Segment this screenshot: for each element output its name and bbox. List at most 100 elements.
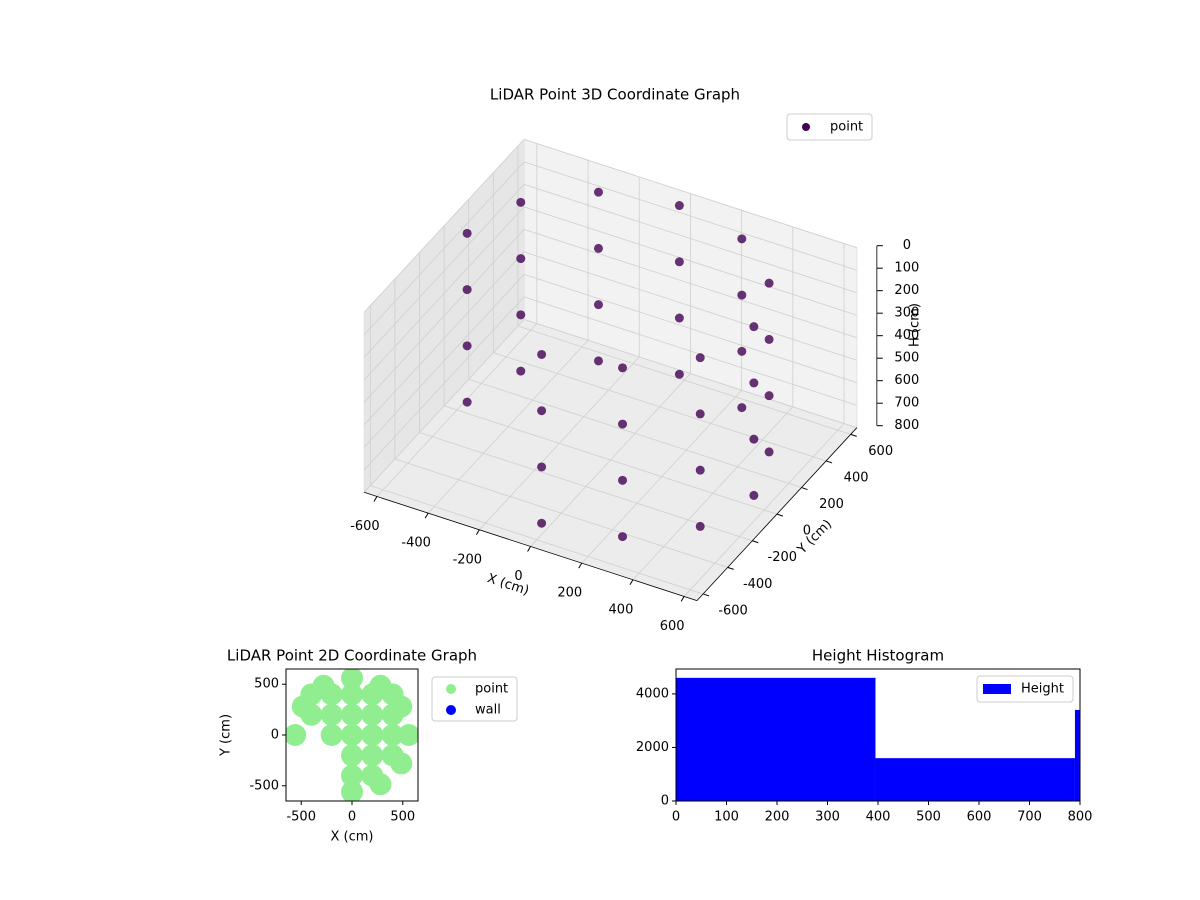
- z-axis-label: H (cm): [908, 303, 923, 347]
- z-tick-label: 500: [894, 351, 919, 366]
- point: [695, 521, 705, 531]
- x-tick-label: 400: [609, 602, 634, 617]
- point: [381, 683, 404, 706]
- grid-line: [363, 274, 525, 448]
- point: [618, 532, 628, 542]
- legend-marker: [802, 123, 810, 131]
- x-tick-label: 100: [714, 810, 739, 825]
- point: [516, 197, 526, 207]
- grid-line: [523, 274, 857, 384]
- legend-marker: [446, 684, 456, 694]
- y-tick-label: 500: [254, 677, 279, 692]
- z-tick-label: 0: [903, 238, 911, 253]
- point: [695, 353, 705, 363]
- point: [537, 349, 547, 359]
- y-tick-label: -500: [249, 778, 279, 793]
- point: [593, 300, 603, 310]
- point: [749, 434, 759, 444]
- legend-label: point: [830, 120, 863, 135]
- point: [749, 490, 759, 500]
- x-tick: [424, 512, 429, 519]
- grid-line: [523, 161, 857, 271]
- x-axis-line: [364, 491, 698, 601]
- chart-title: Height Histogram: [812, 647, 944, 665]
- grid-line: [370, 485, 704, 595]
- point: [361, 724, 384, 746]
- y-tick-label: -200: [768, 550, 798, 565]
- point: [462, 228, 472, 238]
- legend-box: [786, 113, 873, 141]
- x-tick-label: 800: [1068, 810, 1093, 825]
- x-tick-label: 0: [514, 569, 522, 584]
- point: [341, 744, 363, 767]
- x-tick-label: 200: [557, 586, 582, 601]
- grid-line: [523, 319, 857, 429]
- legend-label: point: [475, 682, 508, 697]
- x-tick-label: 0: [348, 810, 356, 825]
- y-tick-label: 2000: [636, 740, 669, 755]
- x-tick-label: 500: [390, 810, 415, 825]
- point: [749, 322, 759, 332]
- grid-line: [523, 229, 857, 339]
- x-tick: [475, 529, 480, 536]
- point: [320, 724, 343, 746]
- point: [381, 744, 404, 767]
- point: [593, 356, 603, 366]
- point: [674, 369, 684, 379]
- plot-area: [286, 669, 418, 801]
- y-axis-line: [696, 427, 858, 601]
- y-tick-label: 200: [819, 497, 844, 512]
- legend-marker: [446, 705, 456, 715]
- point: [341, 683, 363, 706]
- x-tick-label: 600: [660, 619, 685, 634]
- point: [618, 363, 628, 373]
- grid-line: [523, 184, 857, 294]
- point: [462, 341, 472, 351]
- grid-line: [517, 325, 851, 435]
- x-tick: [629, 579, 634, 586]
- point: [300, 683, 323, 706]
- grid-line: [523, 206, 857, 316]
- y-tick-label: -400: [743, 577, 773, 592]
- point: [618, 475, 628, 485]
- grid-line: [419, 432, 753, 542]
- grid-line: [363, 184, 525, 358]
- point: [764, 391, 774, 401]
- point: [341, 703, 363, 726]
- y-tick-label: 400: [844, 470, 869, 485]
- point: [764, 278, 774, 288]
- grid-line: [363, 161, 525, 336]
- grid-line: [468, 378, 802, 488]
- y-tick: [850, 433, 857, 437]
- point: [593, 187, 603, 197]
- grid-line: [363, 206, 525, 381]
- grid-line: [394, 458, 728, 568]
- x-tick-label: 200: [765, 810, 790, 825]
- y-tick-label: 0: [803, 524, 811, 539]
- point: [341, 724, 363, 746]
- point: [537, 462, 547, 472]
- legend-box: [431, 676, 518, 722]
- point: [695, 465, 705, 475]
- point: [674, 257, 684, 267]
- z-tick-label: 200: [894, 283, 919, 298]
- legend-label: Height: [1021, 682, 1064, 697]
- x-axis-label: X (cm): [331, 830, 374, 845]
- z-tick-label: 300: [894, 306, 919, 321]
- y-tick-label: 0: [271, 728, 279, 743]
- legend-box: [976, 675, 1074, 703]
- point: [462, 397, 472, 407]
- grid-line: [443, 405, 778, 515]
- x-tick-label: -500: [286, 810, 316, 825]
- point: [361, 744, 384, 767]
- x-tick-label: -200: [453, 552, 483, 567]
- point: [618, 419, 628, 429]
- point: [737, 234, 747, 244]
- grid-line: [523, 296, 857, 406]
- legend-label: wall: [475, 703, 501, 718]
- y-tick: [825, 460, 833, 464]
- point: [516, 366, 526, 376]
- point: [341, 780, 363, 801]
- point: [537, 406, 547, 416]
